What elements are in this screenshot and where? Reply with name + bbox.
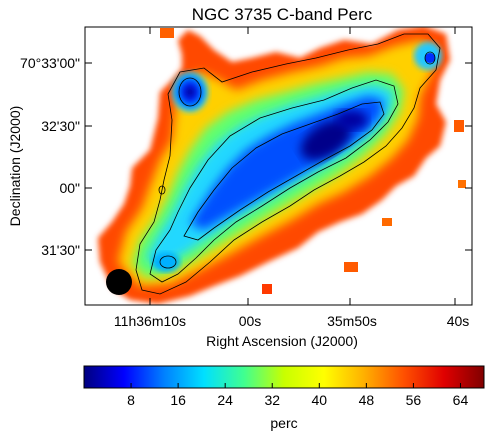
upper-right-blob-core	[425, 53, 435, 63]
colorbar-tick-label: 40	[312, 392, 328, 408]
speckle-island	[454, 120, 464, 132]
colorbar-tick-label: 48	[359, 392, 375, 408]
x-tick-label: 11h36m10s	[114, 313, 186, 329]
dark-core	[336, 110, 368, 130]
contour-knot-ll	[159, 255, 177, 269]
speckle-island	[344, 262, 358, 272]
dark-core	[300, 119, 352, 161]
contour-middle	[149, 79, 399, 283]
colorbar-ticks: 8 16 24 32 40 48 56 64	[127, 383, 468, 408]
speckle-island	[262, 284, 272, 294]
speckle-island	[382, 218, 392, 226]
beam-marker	[106, 269, 132, 295]
contour-blob-ul	[178, 77, 202, 107]
y-axis-label: Declination (J2000)	[7, 106, 23, 227]
plot-area: 11h36m10s 00s 35m50s 40s 70°33'00" 32'30…	[7, 26, 473, 349]
chart-title: NGC 3735 C-band Perc	[192, 5, 373, 24]
colorbar-tick-label: 8	[127, 392, 135, 408]
contour-outer	[135, 33, 441, 295]
contour-small-left	[158, 185, 166, 195]
plot-frame	[84, 26, 473, 306]
contour-lines	[135, 33, 441, 295]
speckle-island	[458, 180, 466, 188]
y-tick-label: 31'30"	[41, 242, 80, 258]
tick-marks	[85, 27, 472, 305]
contour-blob-ur	[424, 51, 436, 65]
colorbar-tick-label: 32	[264, 392, 280, 408]
y-tick-label: 70°33'00"	[20, 55, 80, 71]
y-tick-label: 32'30"	[41, 118, 80, 134]
colorbar-tick-label: 16	[170, 392, 186, 408]
colorbar-tick-label: 24	[217, 392, 233, 408]
colorbar-label: perc	[270, 415, 297, 431]
emission-map	[98, 27, 466, 304]
x-axis-label: Right Ascension (J2000)	[206, 333, 358, 349]
y-tick-label: 00"	[59, 180, 80, 196]
colorbar-gradient	[83, 365, 485, 389]
upper-left-blob	[172, 72, 208, 112]
contour-inner	[183, 101, 385, 241]
colorbar-tick-label: 56	[406, 392, 422, 408]
colorbar-tick-label: 64	[453, 392, 469, 408]
x-tick-label: 00s	[239, 313, 262, 329]
x-tick-label: 35m50s	[327, 313, 377, 329]
colorbar: 8 16 24 32 40 48 56 64 perc	[83, 365, 485, 431]
x-tick-label: 40s	[447, 313, 470, 329]
speckle-island	[160, 28, 174, 38]
